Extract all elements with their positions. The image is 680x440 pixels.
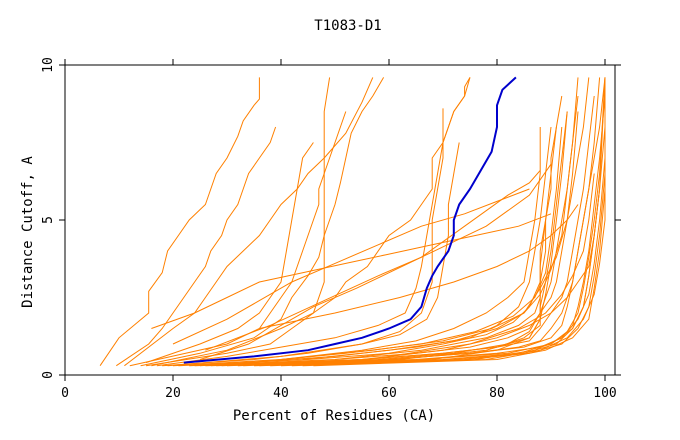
highlighted-curve (183, 76, 517, 364)
model-curve-13 (178, 95, 563, 367)
model-curve-36 (361, 77, 606, 360)
x-tick-label: 60 (381, 386, 397, 401)
plot-curves (99, 77, 606, 367)
model-curve-28 (291, 157, 606, 367)
model-curve-34 (151, 213, 552, 329)
y-axis-label: Distance Cutoff, A (20, 156, 36, 308)
model-curve-30 (313, 188, 606, 367)
model-curve-12 (172, 127, 541, 367)
x-tick-label: 20 (165, 386, 181, 401)
model-curve-33 (172, 188, 530, 345)
model-curve-22 (237, 126, 557, 367)
y-tick-label: 10 (41, 57, 56, 73)
x-tick-label: 0 (61, 386, 69, 401)
model-curve-8 (151, 77, 471, 367)
model-curve-7 (145, 77, 331, 367)
model-curve-9 (156, 77, 471, 367)
model-curve-24 (253, 77, 606, 367)
model-curve-38 (334, 220, 547, 360)
highlighted-model-curve (183, 76, 517, 364)
model-curve-11 (167, 108, 444, 367)
model-curve-4 (129, 111, 347, 367)
model-curve-21 (226, 95, 606, 367)
y-axis-ticks: 0 5 10 (41, 57, 621, 379)
model-curve-41 (248, 126, 563, 364)
model-curve-1 (99, 77, 260, 366)
x-tick-label: 80 (489, 386, 505, 401)
model-curve-19 (216, 77, 601, 367)
model-curve-3 (124, 77, 374, 367)
x-tick-label: 100 (593, 386, 616, 401)
model-curve-10 (162, 142, 460, 367)
model-curve-35 (259, 204, 579, 329)
x-axis-label: Percent of Residues (CA) (233, 408, 435, 424)
chart-title: T1083-D1 (314, 18, 381, 34)
model-curve-37 (388, 173, 595, 357)
model-curve-39 (302, 111, 579, 360)
model-curve-32 (205, 163, 552, 351)
model-curve-5 (140, 77, 385, 367)
y-tick-label: 5 (41, 216, 56, 224)
plot-frame (64, 64, 616, 376)
model-curve-25 (259, 111, 568, 367)
model-curve-29 (302, 77, 606, 367)
x-tick-label: 40 (273, 386, 289, 401)
x-axis-ticks: 0 20 40 60 80 100 (61, 59, 617, 401)
model-curve-6 (145, 142, 314, 364)
model-curve-26 (270, 188, 601, 367)
y-tick-label: 0 (41, 371, 56, 379)
model-curve-2 (116, 126, 277, 367)
